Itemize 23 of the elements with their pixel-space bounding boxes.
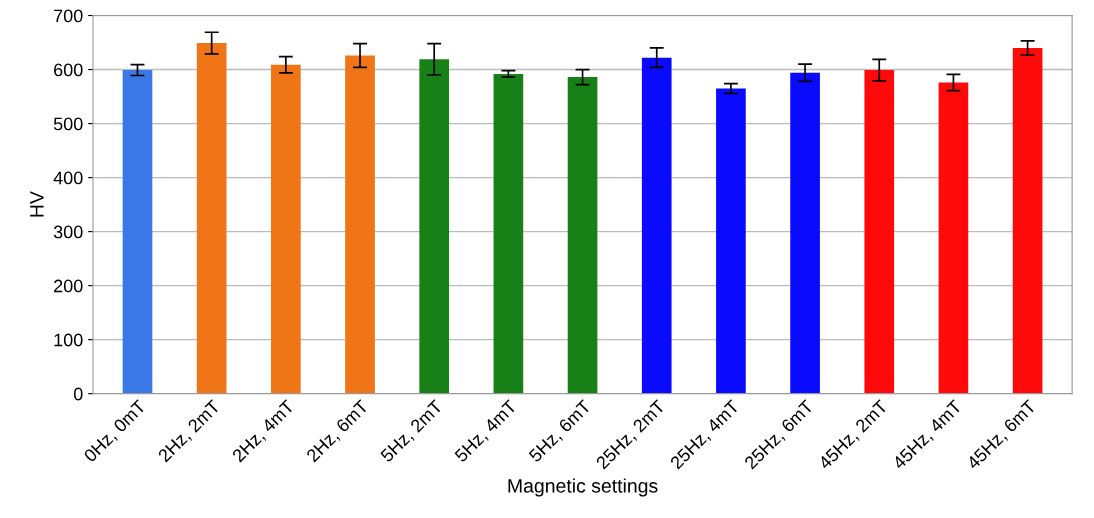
bar	[196, 43, 227, 394]
bar	[864, 70, 895, 394]
y-tick-label: 100	[54, 333, 83, 347]
bar	[1012, 47, 1043, 394]
y-tick-label: 400	[53, 171, 83, 185]
x-axis-title: Magnetic settings	[508, 478, 658, 497]
bar	[938, 82, 969, 394]
y-tick-label: 200	[54, 279, 83, 293]
bar	[790, 72, 820, 394]
y-tick-label: 700	[54, 9, 83, 23]
y-tick-label: 500	[53, 117, 83, 131]
bar	[493, 73, 524, 394]
bar	[122, 70, 153, 394]
y-tick-label: 600	[54, 63, 83, 77]
y-tick-label: 0	[73, 387, 83, 401]
bar	[419, 59, 450, 394]
bar	[716, 88, 746, 394]
bar	[641, 57, 672, 394]
y-axis-title: HV	[30, 191, 44, 217]
bar	[345, 55, 375, 394]
y-tick-label: 300	[53, 225, 83, 239]
bar	[567, 77, 598, 394]
bar	[271, 64, 301, 394]
